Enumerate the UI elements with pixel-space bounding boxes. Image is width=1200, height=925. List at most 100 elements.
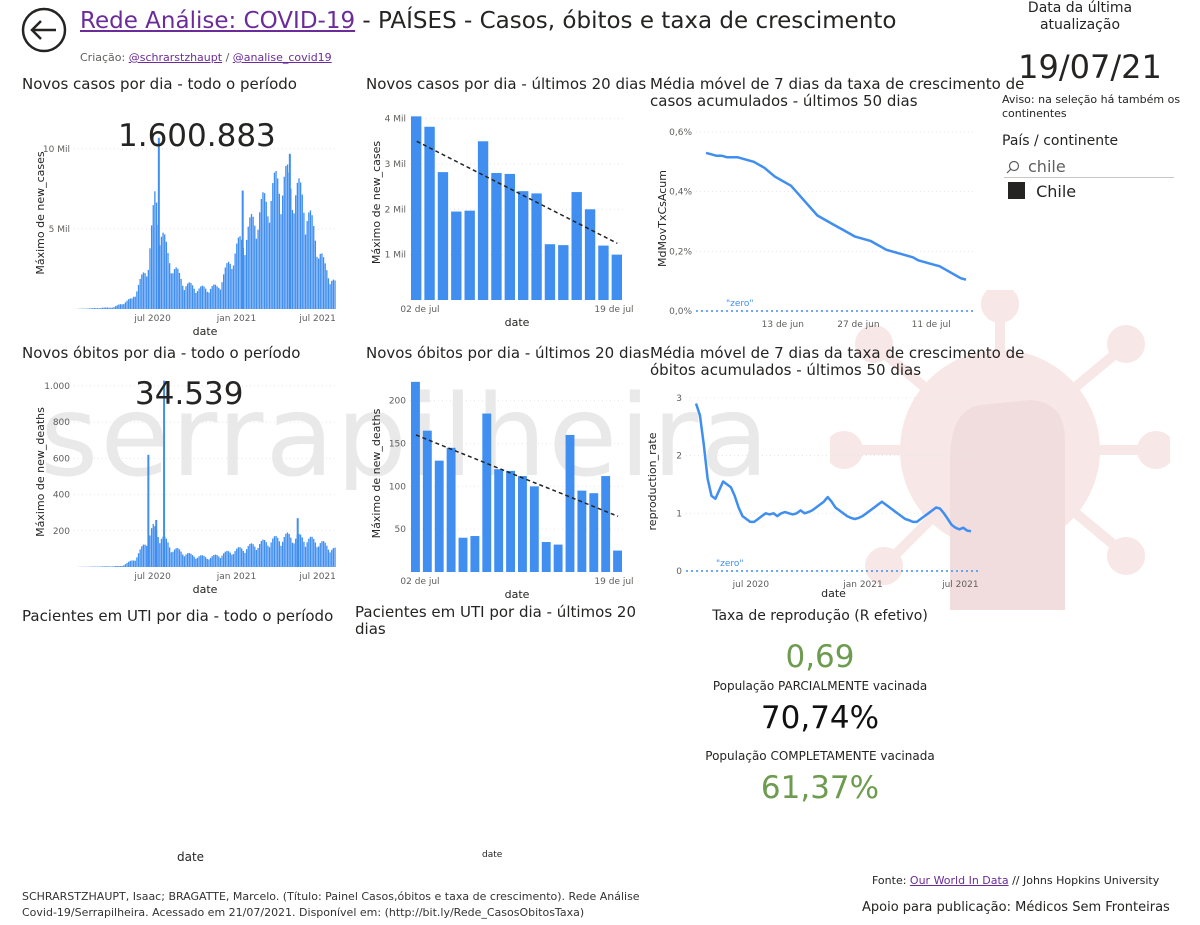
icu-20-xlabel: date (482, 850, 503, 860)
icu-all-xlabel: date (177, 850, 205, 864)
back-arrow-icon[interactable] (20, 6, 68, 54)
x-tick-label: jul 2020 (133, 314, 171, 324)
bar (134, 296, 136, 309)
bar (180, 551, 182, 567)
bar (154, 191, 156, 309)
bar (203, 555, 205, 567)
y-axis-label: MdMovTxCsAcum (656, 170, 669, 267)
cases-all-title: Novos casos por dia - todo o período (22, 75, 297, 93)
credit-link-author[interactable]: @schrarstzhaupt (128, 51, 223, 64)
bar (128, 561, 130, 567)
bar (142, 272, 145, 309)
citation-line-1: SCHRARSTZHAUPT, Isaac; BRAGATTE, Marcelo… (22, 890, 640, 903)
citation: SCHRARSTZHAUPT, Isaac; BRAGATTE, Marcelo… (22, 889, 640, 921)
full-vaccinated-label: População COMPLETAMENTE vacinada (705, 749, 935, 763)
bar (128, 299, 130, 309)
bar (154, 526, 156, 567)
bar (458, 537, 468, 572)
bar (299, 534, 302, 567)
bar (231, 269, 233, 309)
update-label: Data da última atualização (1027, 0, 1133, 33)
bar (332, 279, 335, 309)
bar (334, 547, 336, 567)
bar (211, 556, 213, 567)
bar (221, 555, 223, 567)
bar (170, 273, 172, 309)
checkbox-checked-icon[interactable] (1008, 182, 1025, 199)
y-tick-label: 800 (53, 418, 70, 428)
bar (186, 553, 189, 567)
search-input[interactable]: chile (1028, 157, 1066, 176)
bar (314, 542, 317, 567)
bar (110, 307, 112, 309)
bar (518, 476, 527, 572)
bar (295, 538, 297, 567)
bar (244, 552, 246, 567)
bar (306, 542, 308, 567)
x-tick-label: 27 de jun (837, 320, 879, 330)
bar (147, 269, 149, 309)
bar (313, 225, 315, 309)
bar (257, 547, 259, 567)
bar (182, 285, 184, 309)
bar (223, 553, 225, 567)
bar (178, 549, 181, 567)
bar (309, 210, 312, 309)
bar (149, 535, 151, 567)
bar (118, 566, 120, 567)
bar (119, 566, 122, 567)
bar (518, 191, 529, 300)
bar (196, 291, 199, 309)
bar (275, 170, 277, 309)
virus-fist-logo (830, 290, 1170, 610)
bar (278, 193, 280, 309)
bar (113, 566, 115, 567)
deaths-all-chart: Máximo de new_deaths 200 400 600 800 1.000 dat… (34, 380, 336, 596)
bar (247, 226, 249, 309)
growth-deaths-title-1: Média móvel de 7 dias da taxa de crescim… (650, 344, 1025, 362)
bar (121, 565, 123, 567)
bar (150, 528, 153, 567)
filter-search[interactable]: chile (1004, 157, 1174, 178)
bar (193, 556, 195, 567)
partial-vaccinated-value: 70,74% (760, 700, 880, 736)
y-tick-label: 200 (53, 527, 70, 537)
page-title: Rede Análise: COVID-19 - PAÍSES - Casos,… (80, 8, 896, 34)
bar (254, 546, 256, 567)
title-link[interactable]: Rede Análise: COVID-19 (80, 8, 356, 34)
bar (134, 560, 136, 567)
bar (227, 551, 230, 567)
bar (129, 298, 131, 309)
filter-item-chile[interactable]: Chile (1008, 182, 1076, 201)
bar (164, 234, 166, 309)
bar-spike (288, 153, 291, 309)
partial-vaccinated-label: População PARCIALMENTE vacinada (712, 679, 928, 693)
update-notice: Aviso: na seleção há também os continent… (1002, 93, 1181, 120)
x-tick-label: jul 2021 (298, 572, 335, 582)
bar (470, 536, 480, 572)
deaths-all-title: Novos óbitos por dia - todo o período (22, 344, 301, 362)
y-axis-label: Máximo de new_cases (370, 141, 383, 265)
bar (173, 268, 176, 309)
bar (270, 542, 272, 567)
bar (541, 542, 551, 572)
bar (331, 280, 333, 309)
bar (152, 524, 154, 567)
bar (482, 413, 492, 572)
source-link[interactable]: Our World In Data (909, 874, 1009, 887)
y-tick-label: 2 Mil (385, 205, 406, 215)
bar (553, 544, 563, 572)
y-tick-label: 400 (53, 491, 70, 501)
bar (108, 307, 110, 309)
credit-link-analise[interactable]: @analise_covid19 (232, 51, 332, 64)
y-tick-label: 50 (395, 525, 407, 535)
bar (123, 304, 125, 309)
bar-spike (155, 519, 158, 567)
y-tick-label: 100 (389, 482, 406, 492)
bar (257, 229, 259, 309)
bar (162, 232, 164, 309)
bar (126, 300, 128, 309)
bar (265, 201, 267, 309)
bar (268, 222, 271, 309)
bar (280, 214, 282, 309)
